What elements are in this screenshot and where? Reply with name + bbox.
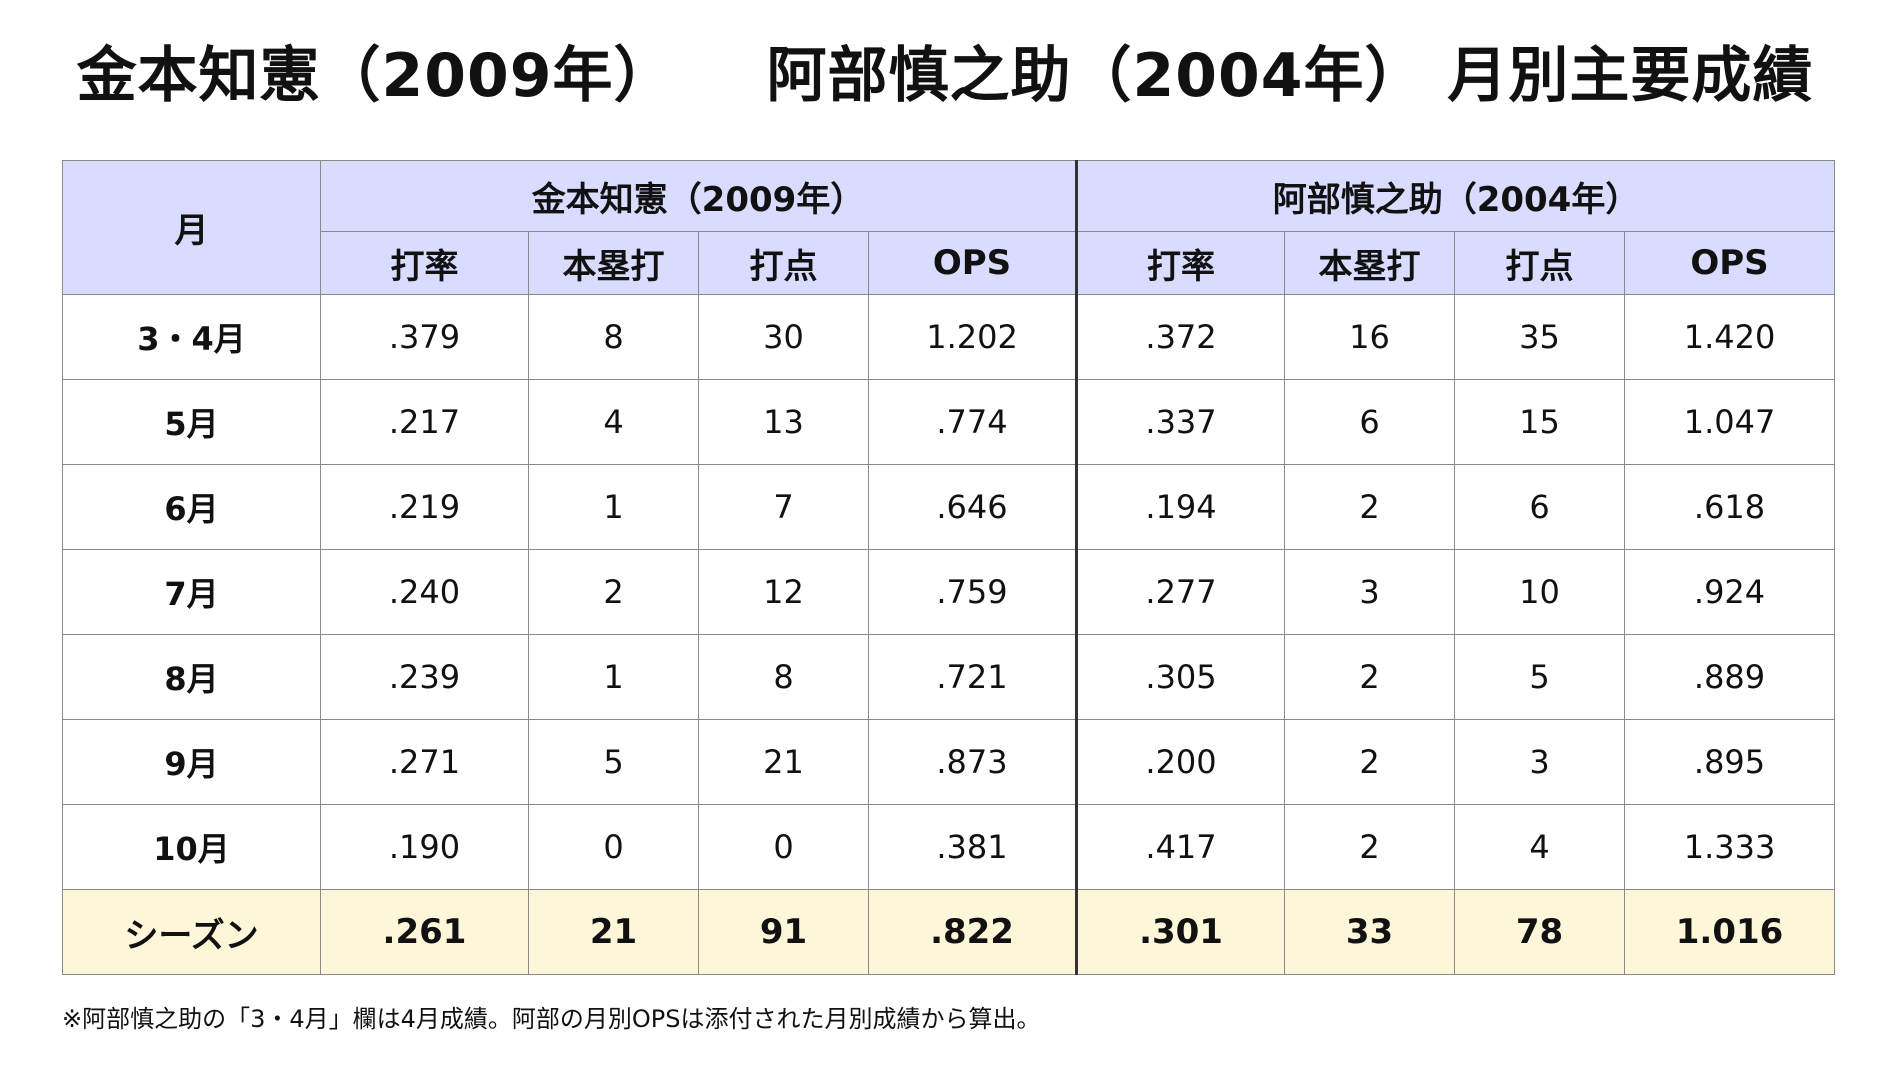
table-cell: 21 (698, 719, 869, 805)
page-title: 金本知憲（2009年） 阿部慎之助（2004年） 月別主要成績 (76, 41, 1814, 111)
month-cell: 5月 (62, 379, 321, 465)
table-cell: .924 (1624, 549, 1836, 635)
table-cell: 8 (698, 634, 869, 720)
table-cell: .721 (867, 634, 1078, 720)
table-cell: 2 (1284, 464, 1456, 550)
table-cell: 13 (698, 379, 869, 465)
table-cell: 30 (698, 294, 869, 380)
table-cell: .240 (320, 549, 529, 635)
table-cell: 1.333 (1624, 804, 1836, 890)
table-cell: 2 (1284, 719, 1456, 805)
table-cell: 12 (698, 549, 869, 635)
table-cell: 2 (1284, 804, 1456, 890)
table-cell: 1.047 (1624, 379, 1836, 465)
table-row: 6月 .219 1 7 .646 .194 2 6 .618 (62, 464, 1836, 550)
season-total-row: シーズン .261 21 91 .822 .301 33 78 1.016 (62, 889, 1836, 975)
season-label-cell: シーズン (62, 889, 321, 975)
table-cell: .381 (867, 804, 1078, 890)
table-cell: 8 (528, 294, 699, 380)
column-header-ops: OPS (1624, 231, 1836, 295)
month-cell: 10月 (62, 804, 321, 890)
table-row: 10月 .190 0 0 .381 .417 2 4 1.333 (62, 804, 1836, 890)
column-header-ops: OPS (867, 231, 1078, 295)
season-cell: 78 (1454, 889, 1626, 975)
table-cell: .277 (1075, 549, 1286, 635)
season-cell: 91 (698, 889, 869, 975)
table-cell: .417 (1075, 804, 1286, 890)
table-cell: .217 (320, 379, 529, 465)
table-cell: .759 (867, 549, 1078, 635)
table-cell: 15 (1454, 379, 1626, 465)
table-cell: 6 (1284, 379, 1456, 465)
season-cell: 1.016 (1624, 889, 1836, 975)
table-cell: 5 (1454, 634, 1626, 720)
stats-table: 月 金本知憲（2009年） 阿部慎之助（2004年） 打率 本塁打 打点 OPS… (62, 160, 1836, 975)
table-cell: 1 (528, 464, 699, 550)
month-cell: 3・4月 (62, 294, 321, 380)
table-cell: .190 (320, 804, 529, 890)
month-cell: 6月 (62, 464, 321, 550)
table-cell: 0 (528, 804, 699, 890)
season-cell: 21 (528, 889, 699, 975)
table-cell: .646 (867, 464, 1078, 550)
table-cell: .271 (320, 719, 529, 805)
table-row: 8月 .239 1 8 .721 .305 2 5 .889 (62, 634, 1836, 720)
table-row: 7月 .240 2 12 .759 .277 3 10 .924 (62, 549, 1836, 635)
table-cell: .873 (867, 719, 1078, 805)
month-cell: 9月 (62, 719, 321, 805)
table-cell: .895 (1624, 719, 1836, 805)
table-cell: 3 (1284, 549, 1456, 635)
table-cell: .889 (1624, 634, 1836, 720)
month-cell: 8月 (62, 634, 321, 720)
table-row: 9月 .271 5 21 .873 .200 2 3 .895 (62, 719, 1836, 805)
table-cell: 1.420 (1624, 294, 1836, 380)
column-header-avg: 打率 (320, 231, 529, 295)
table-cell: .200 (1075, 719, 1286, 805)
table-cell: .239 (320, 634, 529, 720)
table-cell: .618 (1624, 464, 1836, 550)
column-header-rbi: 打点 (698, 231, 869, 295)
table-cell: .372 (1075, 294, 1286, 380)
column-header-hr: 本塁打 (528, 231, 699, 295)
group-header-row: 月 金本知憲（2009年） 阿部慎之助（2004年） (62, 160, 1836, 295)
table-cell: 2 (528, 549, 699, 635)
season-cell: .301 (1075, 889, 1286, 975)
table-cell: .337 (1075, 379, 1286, 465)
table-cell: 6 (1454, 464, 1626, 550)
month-cell: 7月 (62, 549, 321, 635)
table-cell: 7 (698, 464, 869, 550)
month-column-header: 月 (62, 160, 321, 295)
column-header-hr: 本塁打 (1284, 231, 1456, 295)
group-header-kanemoto: 金本知憲（2009年） (319, 160, 1078, 232)
table-cell: .194 (1075, 464, 1286, 550)
table-cell: 4 (528, 379, 699, 465)
group-header-abe: 阿部慎之助（2004年） (1075, 160, 1836, 232)
column-header-avg: 打率 (1075, 231, 1286, 295)
table-cell: .219 (320, 464, 529, 550)
table-cell: .305 (1075, 634, 1286, 720)
table-cell: 10 (1454, 549, 1626, 635)
table-cell: 0 (698, 804, 869, 890)
table-cell: .379 (320, 294, 529, 380)
season-cell: 33 (1284, 889, 1456, 975)
table-cell: 1.202 (867, 294, 1078, 380)
table-cell: 1 (528, 634, 699, 720)
table-cell: 4 (1454, 804, 1626, 890)
table-cell: 35 (1454, 294, 1626, 380)
table-cell: .774 (867, 379, 1078, 465)
column-header-row: 打率 本塁打 打点 OPS 打率 本塁打 打点 OPS (63, 231, 1836, 295)
table-cell: 3 (1454, 719, 1626, 805)
table-row: 5月 .217 4 13 .774 .337 6 15 1.047 (62, 379, 1836, 465)
footnote: ※阿部慎之助の「3・4月」欄は4月成績。阿部の月別OPSは添付された月別成績から… (62, 1005, 1041, 1033)
table-cell: 2 (1284, 634, 1456, 720)
column-header-rbi: 打点 (1454, 231, 1626, 295)
season-cell: .261 (320, 889, 529, 975)
table-row: 3・4月 .379 8 30 1.202 .372 16 35 1.420 (62, 294, 1836, 380)
table-cell: 16 (1284, 294, 1456, 380)
season-cell: .822 (867, 889, 1078, 975)
table-cell: 5 (528, 719, 699, 805)
